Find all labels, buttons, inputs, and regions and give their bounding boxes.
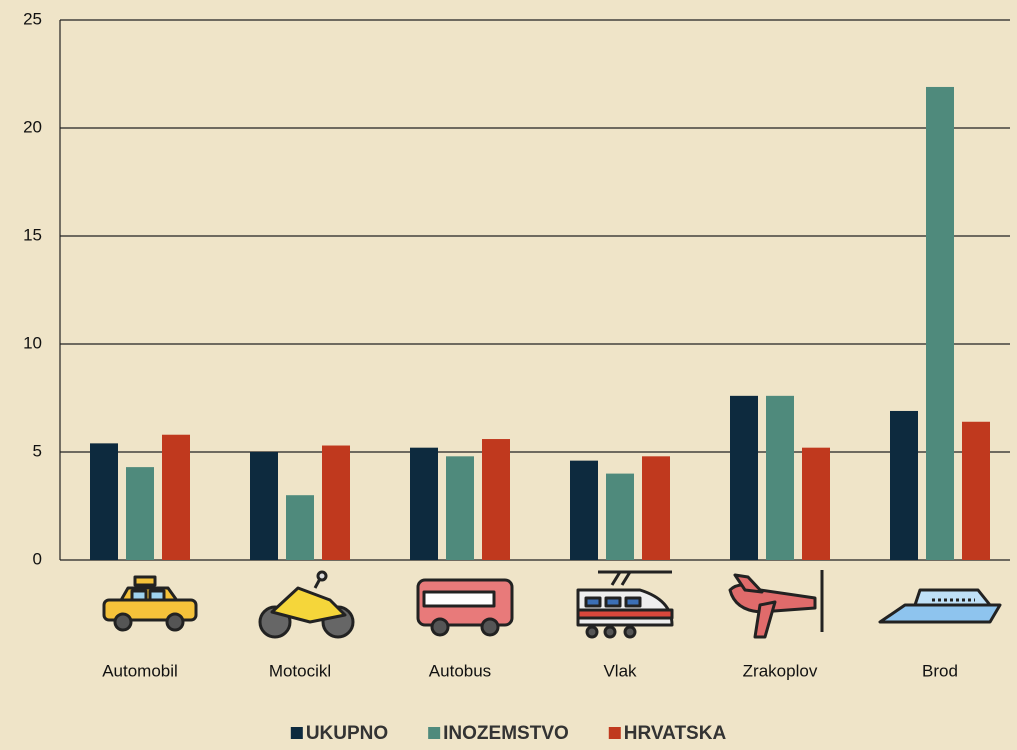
bar bbox=[642, 456, 670, 560]
bar bbox=[926, 86, 954, 561]
bar bbox=[766, 395, 794, 560]
y-tick-label: 10 bbox=[23, 333, 42, 352]
bar bbox=[410, 447, 438, 560]
bar bbox=[322, 445, 350, 560]
ship-icon bbox=[878, 588, 1002, 624]
legend-label: HRVATSKA bbox=[624, 723, 727, 744]
y-tick-label: 15 bbox=[23, 225, 42, 244]
y-tick-label: 5 bbox=[33, 441, 42, 460]
x-tick-label: Automobil bbox=[102, 661, 178, 680]
motorcycle-icon bbox=[258, 570, 355, 639]
legend-swatch bbox=[428, 727, 441, 739]
legend-swatch bbox=[290, 727, 303, 739]
train-icon bbox=[576, 570, 674, 639]
bar bbox=[962, 421, 990, 560]
y-tick-label: 20 bbox=[23, 117, 42, 136]
bar bbox=[162, 434, 190, 560]
bar bbox=[446, 456, 474, 560]
bar bbox=[90, 443, 118, 560]
bus-icon bbox=[416, 578, 514, 637]
legend-swatch bbox=[608, 727, 621, 739]
bar bbox=[570, 460, 598, 560]
bar bbox=[802, 447, 830, 560]
icons bbox=[102, 570, 1002, 639]
legend-label: INOZEMSTVO bbox=[443, 723, 569, 744]
x-tick-label: Zrakoplov bbox=[743, 661, 818, 680]
bar bbox=[890, 410, 918, 560]
y-tick-label: 0 bbox=[33, 549, 42, 568]
x-tick-label: Autobus bbox=[429, 661, 491, 680]
x-tick-label: Vlak bbox=[603, 661, 637, 680]
x-tick-label: Brod bbox=[922, 661, 958, 680]
y-tick-label: 25 bbox=[23, 9, 42, 28]
bar bbox=[126, 467, 154, 560]
legend-label: UKUPNO bbox=[306, 723, 388, 744]
plane-icon bbox=[728, 570, 824, 639]
car-icon bbox=[102, 575, 198, 632]
bar bbox=[286, 495, 314, 560]
x-tick-label: Motocikl bbox=[269, 661, 331, 680]
bar bbox=[606, 473, 634, 560]
bar bbox=[250, 452, 278, 560]
bar bbox=[482, 439, 510, 560]
bar bbox=[730, 395, 758, 560]
